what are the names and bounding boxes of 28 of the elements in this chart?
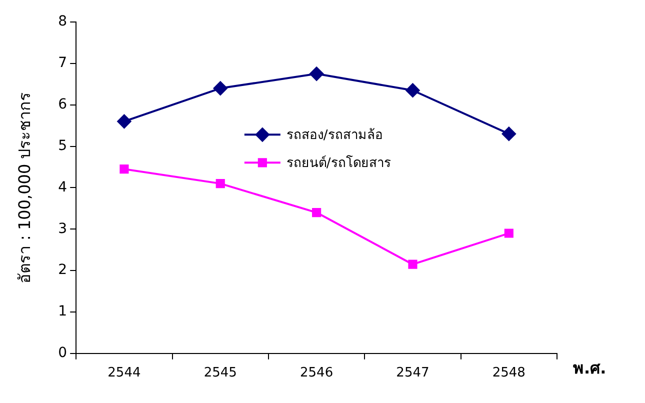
point [504,228,514,238]
x-tick-label: 2544 [108,366,141,381]
y-axis-title: อัตรา : 100,000 ประชากร [14,92,34,284]
point [213,81,228,96]
point [216,179,225,188]
y-tick-label: 3 [58,220,68,237]
x-tick-label: 2548 [492,366,526,381]
y-tick-label: 0 [58,345,68,362]
y-tick-label: 1 [58,304,68,320]
point [310,66,324,81]
legend-label: รถยนต์/รถโดยสาร [286,155,391,172]
point [312,208,322,218]
y-tick-label: 6 [58,96,68,112]
point [502,126,516,141]
point [406,83,420,98]
point [120,164,129,174]
point [117,114,132,128]
x-axis-title: พ.ศ. [573,358,606,378]
y-tick-label: 7 [58,55,68,72]
x-tick-label: 2546 [300,366,334,381]
x-tick-label: 2545 [204,366,237,381]
legend-label: รถสอง/รถสามล้อ [286,128,383,144]
y-tick-label: 8 [58,14,68,30]
point [408,260,418,269]
x-tick-label: 2547 [396,366,430,381]
y-tick-label: 5 [58,138,68,154]
y-tick-label: 2 [58,262,68,278]
y-tick-label: 4 [58,179,68,196]
